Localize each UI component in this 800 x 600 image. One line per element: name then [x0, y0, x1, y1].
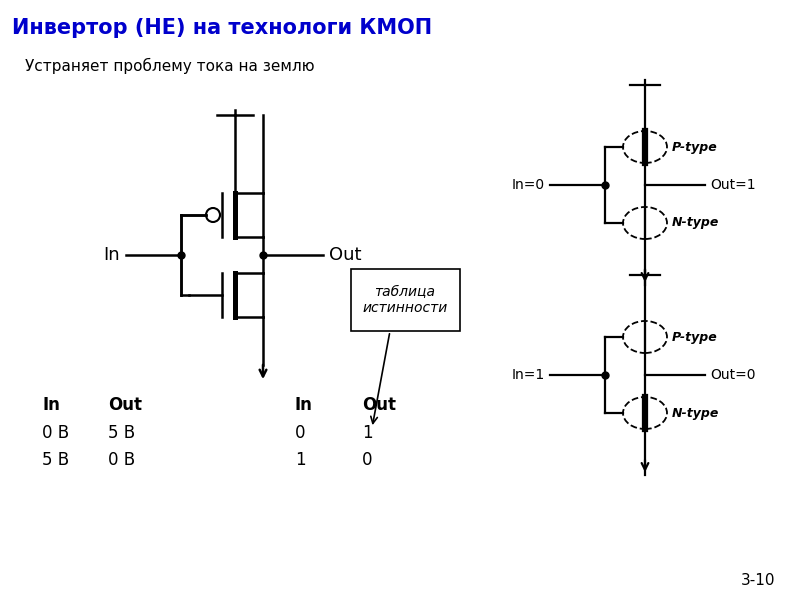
Text: 0: 0	[362, 451, 373, 469]
Text: In=1: In=1	[512, 368, 545, 382]
Text: 5 В: 5 В	[42, 451, 69, 469]
Text: In: In	[42, 396, 60, 414]
Text: Out=0: Out=0	[710, 368, 755, 382]
Text: Инвертор (НЕ) на технологи КМОП: Инвертор (НЕ) на технологи КМОП	[12, 18, 432, 38]
Text: Out: Out	[362, 396, 396, 414]
Text: 1: 1	[295, 451, 306, 469]
Text: Out=1: Out=1	[710, 178, 756, 192]
Text: N-type: N-type	[672, 407, 719, 419]
Text: 1: 1	[362, 424, 373, 442]
Text: 0 В: 0 В	[42, 424, 69, 442]
Text: таблица
истинности: таблица истинности	[362, 285, 448, 315]
Ellipse shape	[623, 321, 667, 353]
Ellipse shape	[623, 207, 667, 239]
Text: In: In	[295, 396, 313, 414]
Text: N-type: N-type	[672, 217, 719, 229]
Text: 0: 0	[295, 424, 306, 442]
Text: Out: Out	[108, 396, 142, 414]
Text: Устраняет проблему тока на землю: Устраняет проблему тока на землю	[25, 58, 314, 74]
Text: P-type: P-type	[672, 140, 718, 154]
Text: 0 В: 0 В	[108, 451, 135, 469]
Text: In=0: In=0	[512, 178, 545, 192]
Text: 3-10: 3-10	[741, 573, 775, 588]
Ellipse shape	[623, 131, 667, 163]
Text: P-type: P-type	[672, 331, 718, 343]
Ellipse shape	[623, 397, 667, 429]
Text: In: In	[103, 246, 120, 264]
Text: Out: Out	[329, 246, 362, 264]
Text: 5 В: 5 В	[108, 424, 135, 442]
FancyBboxPatch shape	[350, 269, 459, 331]
